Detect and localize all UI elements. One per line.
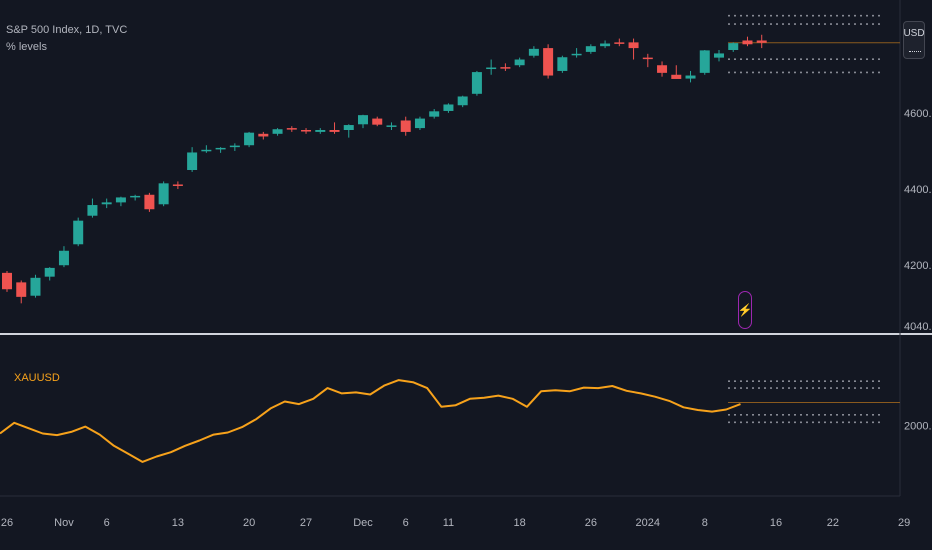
time-tick-label: 22 <box>827 517 839 529</box>
candle-body <box>87 205 98 216</box>
candle-body <box>657 65 668 73</box>
candle-body <box>101 202 112 205</box>
symbol-title[interactable]: S&P 500 Index, 1D, TVC <box>6 24 128 36</box>
candle-body <box>585 46 596 52</box>
candle-body <box>201 149 212 152</box>
candle-body <box>130 195 141 198</box>
candle-body <box>557 57 568 71</box>
candle-body <box>571 53 582 56</box>
candle-body <box>756 40 767 43</box>
candle-body <box>329 130 340 132</box>
candle-body <box>543 48 554 76</box>
price-tick-label: 4400.00 <box>904 184 932 196</box>
candle-body <box>58 250 69 266</box>
time-tick-label: 2024 <box>636 517 660 529</box>
price-tick-label: 4040.00 <box>904 321 932 333</box>
time-tick-label: 11 <box>443 517 454 529</box>
time-tick-label: 26 <box>585 517 597 529</box>
candle-body <box>272 129 283 134</box>
time-tick-label: Dec <box>353 517 373 529</box>
candle-body <box>514 59 525 66</box>
currency-label: USD <box>903 28 925 39</box>
price-tick-label: 4600.00 <box>904 108 932 120</box>
indicator-title[interactable]: % levels <box>6 41 47 53</box>
candle-body <box>699 50 710 73</box>
overlay-price-tick-label: 2000.00 <box>904 421 932 433</box>
candle-body <box>358 115 368 125</box>
candle-body <box>600 43 611 47</box>
candle-body <box>115 197 126 203</box>
time-tick-label: 29 <box>898 517 910 529</box>
candle-body <box>2 272 12 290</box>
time-tick-label: 13 <box>172 517 184 529</box>
candle-body <box>244 132 255 146</box>
candle-body <box>742 40 753 45</box>
time-tick-label: 27 <box>300 517 312 529</box>
candle-body <box>144 194 155 210</box>
candle-body <box>301 130 312 132</box>
candle-body <box>471 72 482 94</box>
candle-body <box>73 220 84 245</box>
candle-body <box>642 57 653 60</box>
candle-body <box>728 43 739 50</box>
price-tick-label: 4200.00 <box>904 260 932 272</box>
candle-body <box>714 53 724 58</box>
candle-body <box>258 133 269 137</box>
candle-body <box>486 67 497 70</box>
candle-body <box>457 96 468 106</box>
candle-body <box>372 118 383 125</box>
candle-body <box>386 125 397 127</box>
time-tick-label: 26 <box>1 517 13 529</box>
candle-body <box>172 184 183 186</box>
overlay-series-label: XAUUSD <box>14 372 60 384</box>
candle-body <box>414 118 425 129</box>
candle-body <box>343 125 354 130</box>
candle-body <box>215 147 226 150</box>
xauusd-line <box>0 379 741 463</box>
candle-body <box>614 42 625 44</box>
time-tick-label: 18 <box>514 517 526 529</box>
candle-body <box>286 128 297 130</box>
candle-body <box>400 120 411 132</box>
candle-body <box>16 282 27 297</box>
time-tick-label: 20 <box>243 517 255 529</box>
candle-body <box>443 104 454 111</box>
candle-body <box>187 152 198 170</box>
candle-body <box>500 67 511 69</box>
candle-body <box>229 145 240 148</box>
currency-button[interactable]: USD <box>903 21 925 59</box>
time-tick-label: 6 <box>104 517 110 529</box>
candle-body <box>429 111 440 117</box>
currency-underline-icon <box>909 50 921 52</box>
candle-body <box>685 75 696 79</box>
candle-body <box>628 42 639 49</box>
candle-body <box>671 74 682 79</box>
candle-body <box>30 277 41 296</box>
candle-body <box>44 267 55 277</box>
lightning-icon[interactable]: ⚡ <box>738 291 752 329</box>
time-tick-label: 6 <box>403 517 409 529</box>
time-tick-label: 8 <box>702 517 708 529</box>
time-tick-label: 16 <box>770 517 782 529</box>
candle-body <box>528 48 539 56</box>
candle-body <box>158 183 169 205</box>
candle-body <box>315 130 326 132</box>
time-tick-label: Nov <box>54 517 74 529</box>
